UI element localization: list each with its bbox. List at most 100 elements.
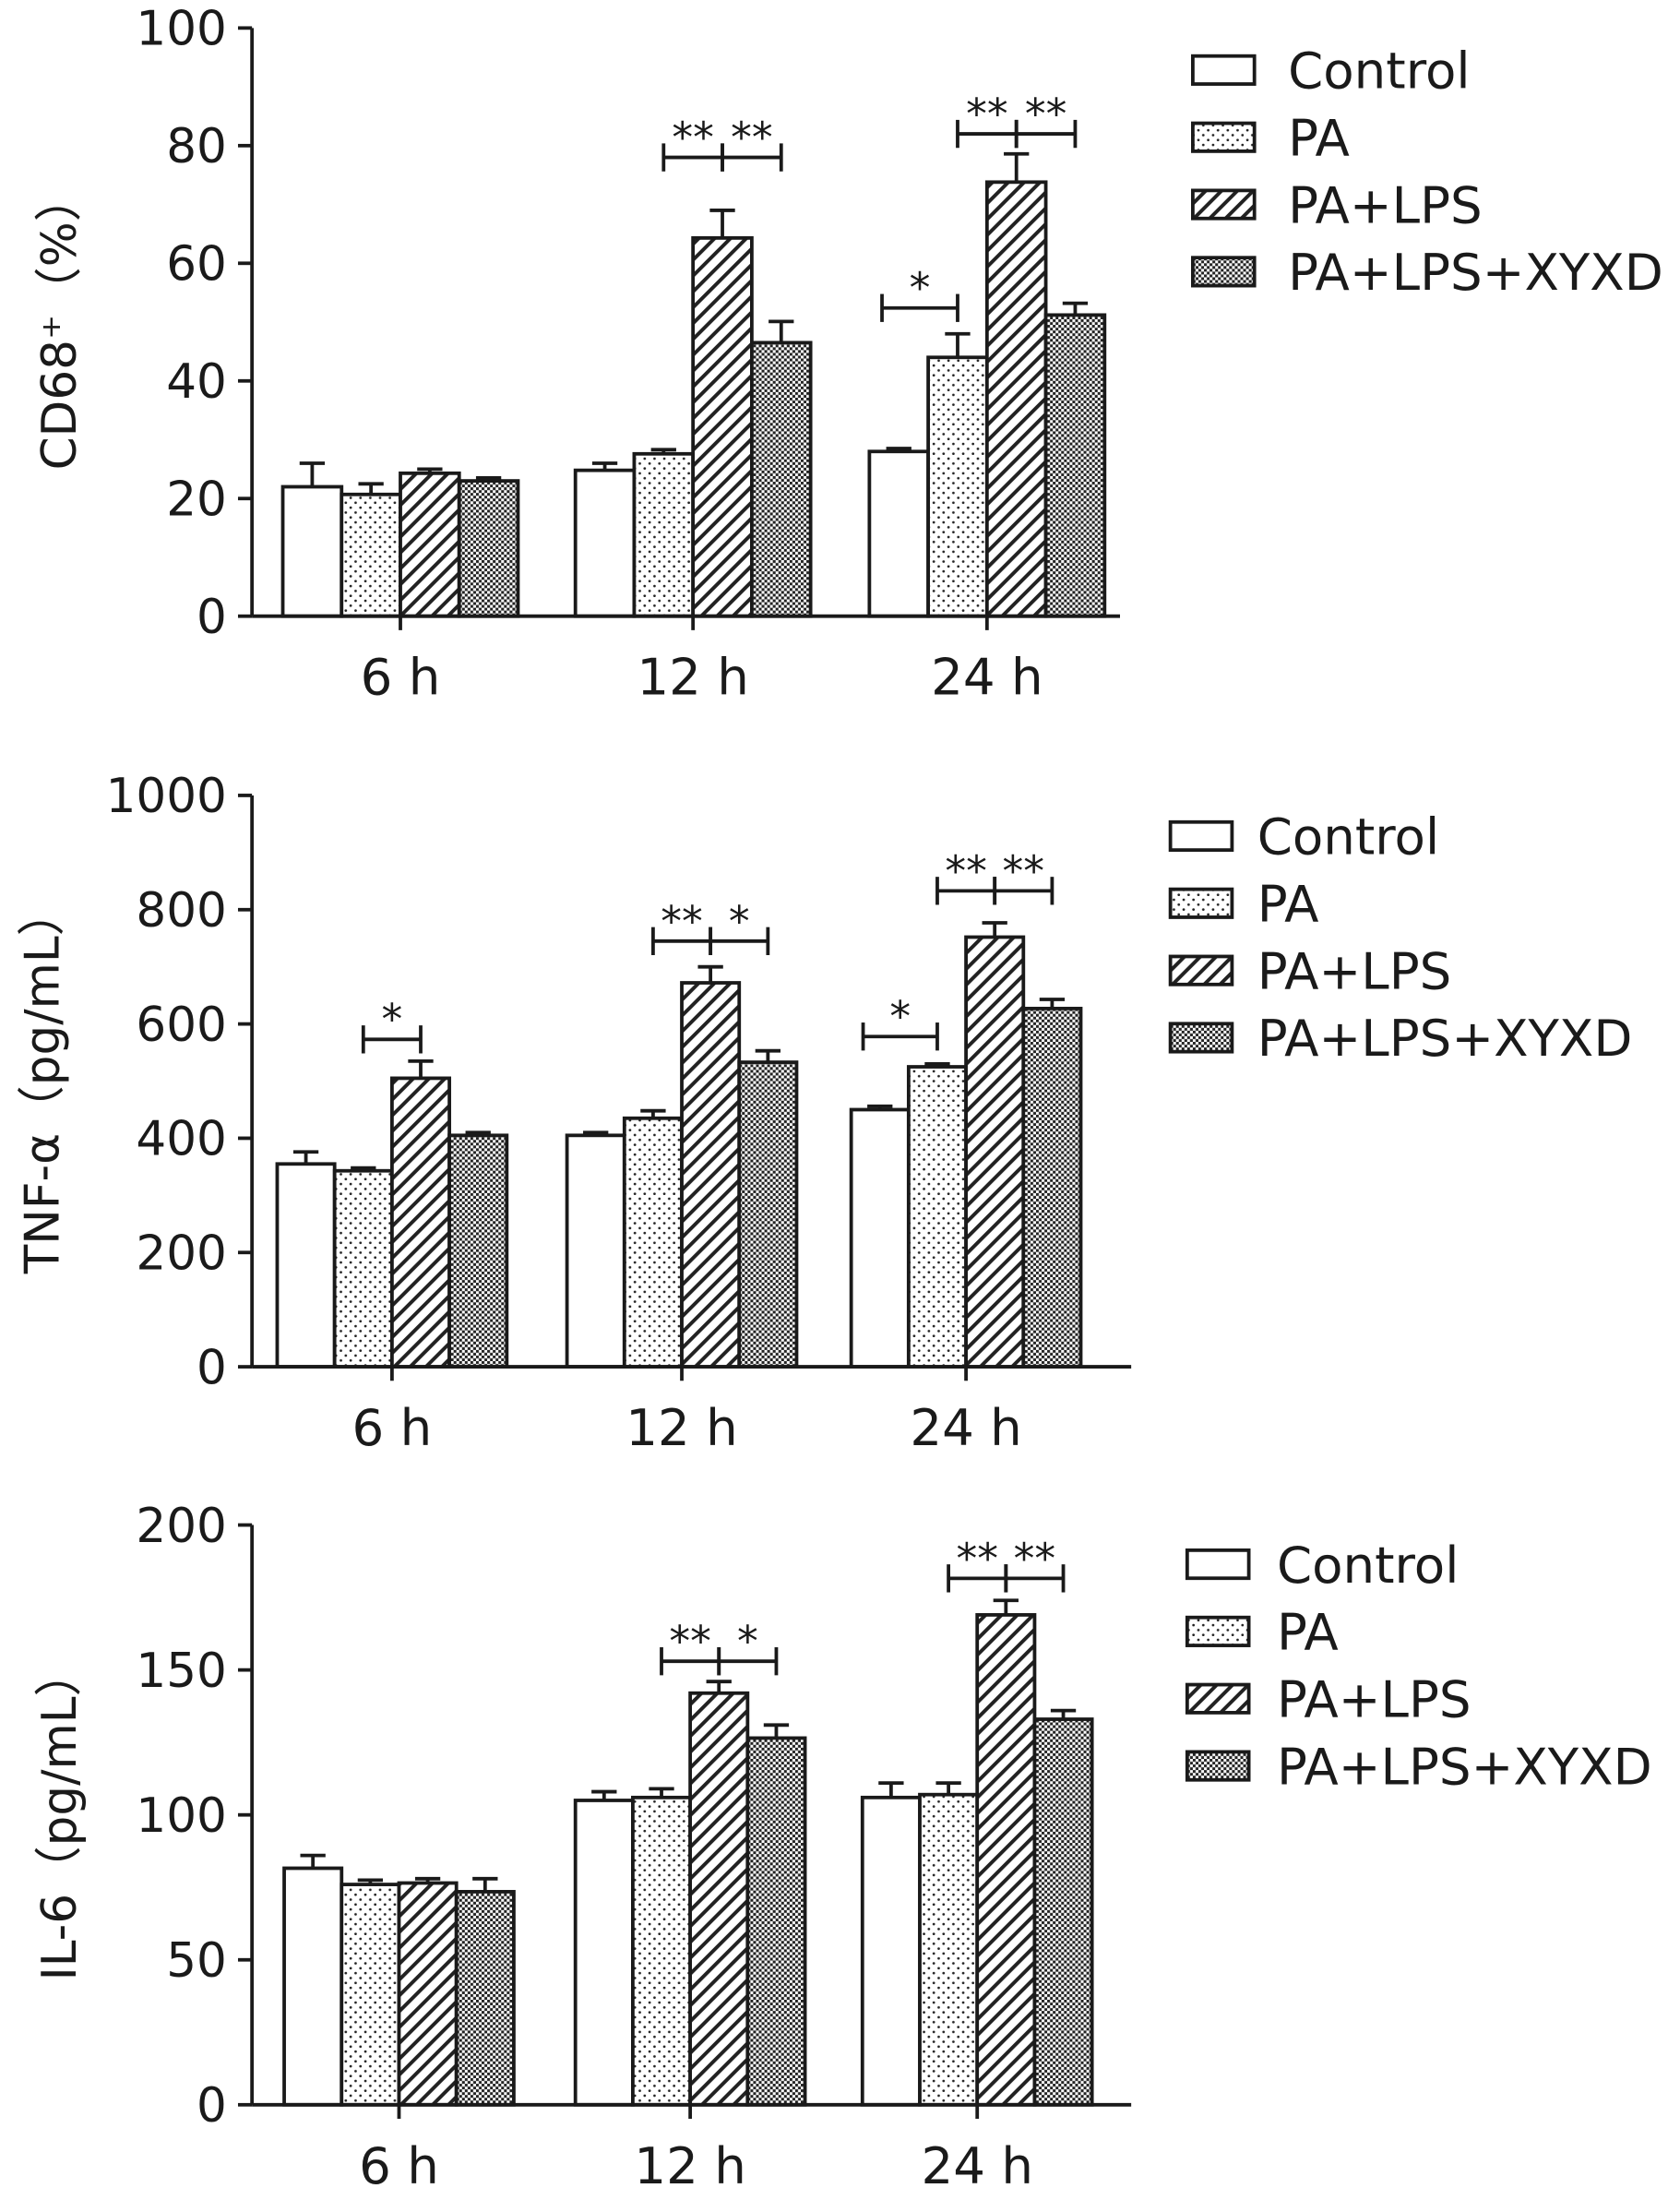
legend-label: Control (1277, 1536, 1459, 1595)
legend-label: PA (1257, 875, 1319, 934)
bar-pa (632, 451, 696, 618)
significance-label: * (729, 897, 750, 946)
significance-bracket: ** (651, 897, 713, 955)
bar-pa-lps (680, 981, 742, 1369)
significance-label: ** (661, 897, 703, 946)
legend-label: PA (1288, 108, 1350, 167)
y-tick-label: 100 (136, 2, 226, 57)
y-tick-label: 800 (136, 883, 226, 939)
y-tick-label: 100 (136, 1788, 226, 1844)
x-tick-label: 6 h (359, 2136, 439, 2195)
bar-pa (622, 1116, 684, 1369)
y-tick-label: 200 (136, 1226, 226, 1281)
bar-pa (926, 355, 989, 618)
significance-label: * (910, 264, 931, 313)
y-axis-label: TNF-α（pg/mL） (16, 889, 71, 1274)
legend-swatch (1168, 1022, 1234, 1054)
bar-pa-lps-xyxd (1043, 313, 1107, 618)
legend-swatch (1191, 121, 1257, 153)
bar-pa (340, 1883, 401, 2107)
legend-swatch (1185, 1615, 1251, 1647)
significance-label: ** (956, 1534, 998, 1583)
significance-label: ** (945, 846, 987, 895)
significance-bracket: * (709, 897, 770, 955)
bar-pa-lps (984, 180, 1048, 618)
bar-control (860, 1795, 922, 2107)
x-tick-label: 24 h (921, 2136, 1033, 2195)
legend-label: PA+LPS+XYXD (1277, 1737, 1652, 1796)
y-tick-label: 0 (197, 590, 227, 645)
significance-label: * (382, 995, 403, 1044)
bar-pa-lps (975, 1613, 1037, 2107)
significance-bracket: ** (661, 114, 724, 172)
significance-label: ** (1003, 846, 1045, 895)
bar-pa-lps (688, 1691, 750, 2107)
legend-swatch (1168, 887, 1234, 919)
bar-control (565, 1133, 626, 1369)
y-tick-label: 400 (136, 1112, 226, 1167)
bar-pa-lps-xyxd (745, 1736, 807, 2107)
y-axis-label: IL-6（pg/mL） (32, 1649, 88, 1980)
significance-label: ** (1025, 90, 1067, 138)
significance-label: * (889, 992, 911, 1041)
y-tick-label: 600 (136, 998, 226, 1053)
bar-pa (906, 1065, 968, 1369)
significance-bracket: * (861, 992, 939, 1051)
legend: Control PA PA+LPS PA+LPS+XYXD (1168, 807, 1633, 1068)
legend-label: PA+LPS+XYXD (1288, 243, 1663, 302)
bar-control (275, 1162, 337, 1369)
legend-label: PA+LPS (1257, 941, 1452, 1000)
y-tick-label: 150 (136, 1644, 226, 1699)
significance-label: * (737, 1617, 758, 1666)
y-tick-label: 40 (166, 354, 227, 410)
legend-label: Control (1288, 42, 1470, 101)
significance-label: ** (731, 114, 773, 162)
significance-bracket: * (361, 995, 423, 1054)
y-tick-label: 50 (166, 1933, 227, 1989)
x-tick-label: 12 h (626, 1398, 738, 1457)
legend-swatch (1185, 1750, 1251, 1782)
y-tick-label: 0 (197, 1340, 227, 1395)
significance-bracket: ** (1004, 1534, 1066, 1593)
significance-bracket: ** (956, 90, 1019, 149)
x-tick-label: 6 h (352, 1398, 433, 1457)
bar-pa-lps (397, 1881, 459, 2107)
significance-bracket: ** (660, 1617, 721, 1676)
chart-2: 0 200 400 600 800 1000 6 h 12 h 24 h TNF-α（pg/mL）… (16, 769, 1633, 1457)
x-tick-label: 24 h (931, 648, 1043, 707)
legend-swatch (1185, 1682, 1251, 1715)
bar-pa (631, 1795, 693, 2107)
bar-pa-lps-xyxd (1021, 1006, 1083, 1369)
bar-pa-lps (399, 471, 461, 618)
legend-swatch (1191, 54, 1257, 86)
significance-bracket: * (717, 1617, 779, 1676)
y-tick-label: 80 (166, 119, 227, 174)
bar-control (282, 1866, 344, 2107)
significance-label: ** (966, 90, 1008, 138)
legend-swatch (1185, 1548, 1251, 1581)
bar-pa-lps (390, 1076, 452, 1369)
bar-pa (918, 1792, 980, 2107)
significance-bracket: ** (721, 114, 783, 172)
legend: Control PA PA+LPS PA+LPS+XYXD (1185, 1536, 1652, 1796)
legend-label: PA+LPS+XYXD (1257, 1009, 1633, 1068)
x-tick-label: 12 h (634, 2136, 746, 2195)
bar-pa (332, 1168, 394, 1369)
significance-bracket: ** (947, 1534, 1008, 1593)
y-axis-label: CD68⁺（%） (32, 174, 88, 471)
bar-pa-lps-xyxd (457, 479, 520, 618)
legend-swatch (1191, 188, 1257, 221)
significance-bracket: ** (1014, 90, 1078, 149)
significance-bracket: * (880, 264, 959, 322)
bar-control (849, 1107, 911, 1369)
bar-control (280, 484, 344, 618)
legend-label: PA+LPS (1288, 175, 1483, 234)
bar-control (573, 1799, 635, 2107)
legend-swatch (1168, 819, 1234, 853)
significance-label: ** (672, 114, 714, 162)
bar-pa (340, 492, 402, 618)
significance-label: ** (669, 1617, 711, 1666)
